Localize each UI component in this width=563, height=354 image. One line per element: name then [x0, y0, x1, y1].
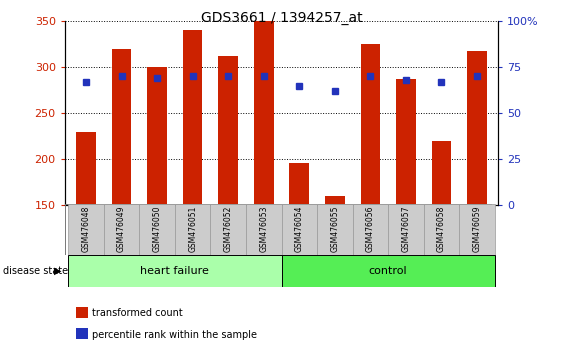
Text: disease state: disease state	[3, 266, 68, 276]
Bar	[317, 204, 352, 255]
Text: GSM476059: GSM476059	[472, 206, 481, 252]
Bar	[388, 204, 423, 255]
Bar	[68, 255, 282, 287]
Bar	[77, 132, 96, 205]
Bar	[218, 56, 238, 205]
Text: control: control	[369, 266, 408, 276]
Bar	[289, 163, 309, 205]
Bar	[183, 30, 203, 205]
Text: percentile rank within the sample: percentile rank within the sample	[92, 330, 257, 339]
Text: GSM476049: GSM476049	[117, 206, 126, 252]
Text: heart failure: heart failure	[140, 266, 209, 276]
Text: GSM476053: GSM476053	[259, 206, 268, 252]
Bar	[432, 141, 451, 205]
Bar	[148, 67, 167, 205]
Bar	[211, 204, 246, 255]
Text: GSM476057: GSM476057	[401, 206, 410, 252]
Bar	[352, 204, 388, 255]
Bar	[104, 204, 140, 255]
Text: ▶: ▶	[55, 266, 62, 276]
Bar	[68, 204, 104, 255]
Bar	[254, 21, 274, 205]
Bar	[112, 49, 131, 205]
Text: GSM476052: GSM476052	[224, 206, 233, 252]
Text: GSM476050: GSM476050	[153, 206, 162, 252]
Text: GDS3661 / 1394257_at: GDS3661 / 1394257_at	[200, 11, 363, 25]
Text: GSM476054: GSM476054	[295, 206, 304, 252]
Text: GSM476055: GSM476055	[330, 206, 339, 252]
Bar	[175, 204, 211, 255]
Text: GSM476056: GSM476056	[366, 206, 375, 252]
Bar	[282, 204, 317, 255]
Bar	[360, 44, 380, 205]
Bar	[325, 196, 345, 205]
Text: transformed count: transformed count	[92, 308, 182, 318]
Bar	[467, 51, 486, 205]
Bar	[140, 204, 175, 255]
Bar	[459, 204, 495, 255]
Text: GSM476048: GSM476048	[82, 206, 91, 252]
Bar	[246, 204, 282, 255]
Text: GSM476058: GSM476058	[437, 206, 446, 252]
Bar	[282, 255, 495, 287]
Text: GSM476051: GSM476051	[188, 206, 197, 252]
Bar	[423, 204, 459, 255]
Bar	[396, 79, 415, 205]
